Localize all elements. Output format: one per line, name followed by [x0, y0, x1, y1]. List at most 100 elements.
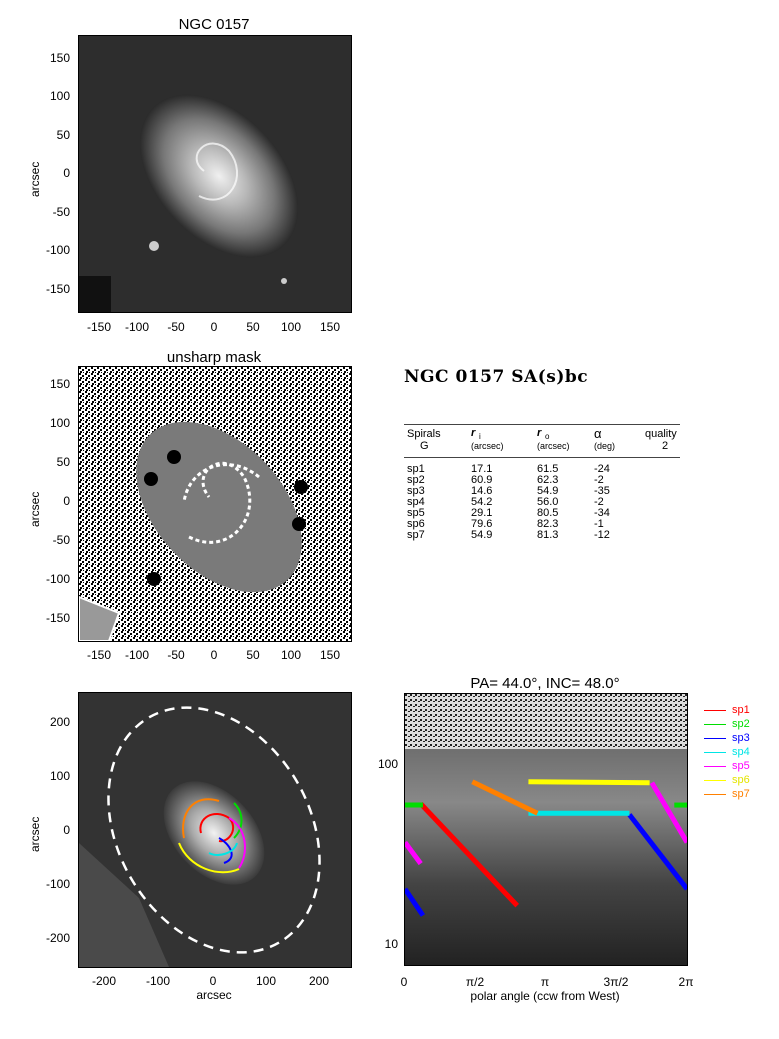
legend-label: sp4: [732, 746, 750, 758]
row-name: sp7: [407, 529, 425, 541]
row-ri: 17.1: [471, 463, 493, 475]
chart-title: PA= 44.0°, INC= 48.0°: [470, 675, 620, 692]
table-row: sp3 14.6 54.9 -35: [404, 486, 680, 497]
polar-plot: [404, 693, 688, 966]
y-tick: -200: [45, 931, 70, 945]
row-name: sp6: [407, 518, 425, 530]
header-ro-sub: o: [545, 432, 550, 441]
panel1-title: NGC 0157: [178, 16, 250, 33]
header-alpha: α: [594, 426, 602, 441]
legend-swatch: [704, 766, 726, 767]
row-ri: 79.6: [471, 518, 493, 530]
x-tick: 100: [280, 648, 302, 662]
table-title: NGC 0157 SA(s)bc: [404, 367, 589, 387]
row-alpha: -24: [594, 463, 610, 475]
row-ri: 60.9: [471, 474, 493, 486]
legend-label: sp7: [732, 788, 750, 800]
row-name: sp5: [407, 507, 425, 519]
row-name: sp4: [407, 496, 425, 508]
legend-label: sp3: [732, 732, 750, 744]
x-tick: -100: [145, 974, 171, 988]
row-name: sp3: [407, 485, 425, 497]
header-ri: r: [471, 427, 476, 439]
header-ri-unit: (arcsec): [471, 441, 504, 451]
series-sp6-segment: [528, 779, 650, 786]
chart-x-tick: 0: [400, 975, 408, 989]
chart-y-tick: 100: [377, 757, 398, 771]
table-row: sp6 79.6 82.3 -1: [404, 519, 680, 530]
row-ri: 14.6: [471, 485, 493, 497]
y-tick: -50: [52, 205, 70, 219]
header-ro: r: [537, 427, 542, 439]
chart-xlabel: polar angle (ccw from West): [470, 989, 620, 1003]
row-ro: 62.3: [537, 474, 559, 486]
galaxy-image-graphic: [79, 36, 351, 312]
unsharp-mask-graphic: [79, 367, 351, 641]
x-tick: 0: [210, 320, 218, 334]
row-ro: 81.3: [537, 529, 559, 541]
panel3-xlabel: arcsec: [196, 988, 232, 1002]
x-tick: 100: [255, 974, 277, 988]
legend-label: sp6: [732, 774, 750, 786]
table-row: sp1 17.1 61.5 -24: [404, 464, 680, 475]
table-row: sp2 60.9 62.3 -2: [404, 475, 680, 486]
y-tick: -50: [52, 533, 70, 547]
legend-swatch: [704, 794, 726, 795]
legend-swatch: [704, 710, 726, 711]
row-ri: 29.1: [471, 507, 493, 519]
x-tick: 150: [319, 320, 341, 334]
legend-label: sp2: [732, 718, 750, 730]
x-tick: -100: [124, 320, 150, 334]
x-tick: 50: [246, 320, 260, 334]
legend-swatch: [704, 738, 726, 739]
series-sp3-segment: [627, 813, 687, 891]
legend-swatch: [704, 780, 726, 781]
row-alpha: -1: [594, 518, 604, 530]
chart-x-tick: 3π/2: [603, 975, 629, 989]
x-tick: -50: [167, 320, 185, 334]
y-tick: 150: [49, 377, 70, 391]
series-sp5-segment: [649, 781, 687, 844]
x-tick: -150: [86, 320, 112, 334]
row-ri: 54.2: [471, 496, 493, 508]
row-alpha: -2: [594, 496, 604, 508]
header-spirals: Spirals: [407, 428, 441, 440]
x-tick: 0: [210, 648, 218, 662]
y-tick: 100: [49, 769, 70, 783]
y-tick: -100: [45, 243, 70, 257]
unsharp-mask-image: [78, 366, 352, 642]
y-tick: 150: [49, 51, 70, 65]
panel2-title: unsharp mask: [166, 349, 262, 366]
x-tick: -50: [167, 648, 185, 662]
chart-x-tick: 2π: [678, 975, 694, 989]
y-tick: 0: [63, 823, 70, 837]
header-quality-value: 2: [662, 440, 669, 452]
legend-swatch: [704, 724, 726, 725]
galaxy-image: [78, 35, 352, 313]
table-header: Spirals G r i (arcsec) r o (arcsec) α (d…: [404, 424, 680, 458]
row-alpha: -2: [594, 474, 604, 486]
legend-label: sp1: [732, 704, 750, 716]
row-name: sp2: [407, 474, 425, 486]
chart-x-tick: π/2: [465, 975, 485, 989]
row-name: sp1: [407, 463, 425, 475]
x-tick: 150: [319, 648, 341, 662]
series-sp1-segment: [418, 802, 520, 908]
series-sp7-segment: [471, 779, 539, 816]
y-tick: -150: [45, 282, 70, 296]
row-alpha: -35: [594, 485, 610, 497]
y-tick: 200: [49, 715, 70, 729]
header-alpha-unit: (deg): [594, 441, 616, 451]
row-alpha: -34: [594, 507, 610, 519]
row-ro: 80.5: [537, 507, 559, 519]
header-ri-sub: i: [479, 432, 481, 441]
x-tick: 200: [308, 974, 330, 988]
series-sp5-segment: [405, 840, 423, 866]
x-tick: 0: [209, 974, 217, 988]
table-row: sp7 54.9 81.3 -12: [404, 530, 680, 541]
y-tick: 100: [49, 416, 70, 430]
y-tick: 0: [63, 494, 70, 508]
spiral-table: Spirals G r i (arcsec) r o (arcsec) α (d…: [404, 424, 680, 541]
row-alpha: -12: [594, 529, 610, 541]
row-ro: 82.3: [537, 518, 559, 530]
